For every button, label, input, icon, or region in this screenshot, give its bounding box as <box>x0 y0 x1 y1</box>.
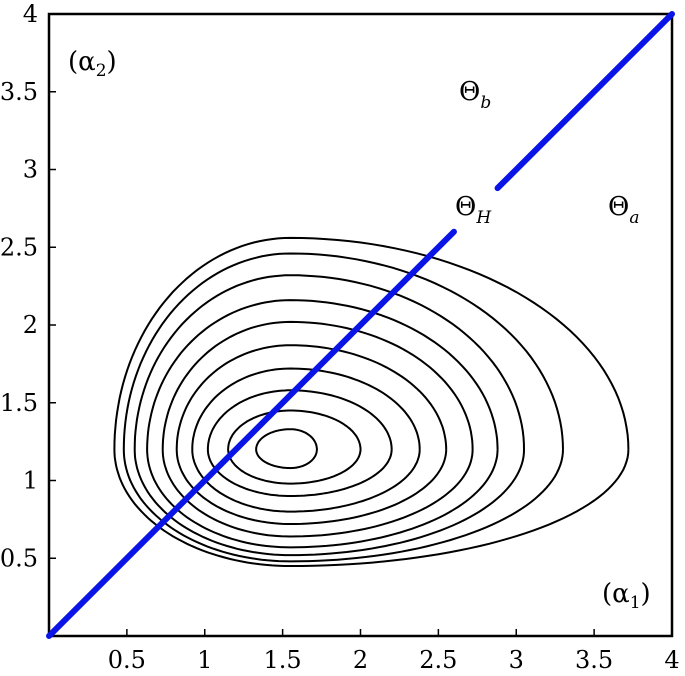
y-tick-label: 3.5 <box>0 78 38 106</box>
contour-level <box>161 320 474 538</box>
alpha2-sub: 2 <box>96 61 107 81</box>
theta-h-sub: H <box>475 208 492 228</box>
contour-level <box>191 367 421 513</box>
x-tick-label: 3 <box>509 646 524 674</box>
theta-h-base: Θ <box>455 192 476 222</box>
y-tick-label: 1 <box>23 467 38 495</box>
contour-level <box>146 299 499 549</box>
x-tick-label: 1.5 <box>264 646 302 674</box>
alpha1-annotation: (α1) <box>602 579 651 613</box>
x-tick-label: 2.5 <box>419 646 457 674</box>
y-tick-label: 2.5 <box>0 233 38 261</box>
diagonal-segment <box>46 228 457 639</box>
theta-b-annotation: Θb <box>459 77 491 113</box>
alpha1-sub: 1 <box>630 593 641 613</box>
contour-level <box>175 344 448 525</box>
x-tick-label: 1 <box>197 646 212 674</box>
contour-level <box>255 428 318 470</box>
diagonal-line <box>46 11 675 639</box>
theta-b-sub: b <box>480 93 491 113</box>
y-tick-label: 0.5 <box>0 544 38 572</box>
x-tick-label: 2 <box>353 646 368 674</box>
theta-a-base: Θ <box>608 192 629 222</box>
theta-a-sub: a <box>629 208 639 228</box>
contour-level <box>206 389 393 497</box>
x-tick-label: 4 <box>664 646 679 674</box>
alpha1-end: ) <box>641 579 651 609</box>
theta-b-base: Θ <box>459 77 480 107</box>
alpha1-base: (α <box>602 579 630 609</box>
theta-h-annotation: ΘH <box>455 192 492 228</box>
y-tick-label: 2 <box>23 311 38 339</box>
theta-a-annotation: Θa <box>608 192 639 228</box>
diagonal-segment <box>494 11 675 192</box>
contour-level <box>133 274 525 557</box>
alpha2-base: (α <box>68 47 96 77</box>
contour-level <box>113 236 630 567</box>
contour-lines <box>113 236 630 567</box>
alpha2-end: ) <box>107 47 117 77</box>
y-tick-label: 3 <box>23 156 38 184</box>
x-tick-label: 3.5 <box>575 646 613 674</box>
y-tick-label: 1.5 <box>0 389 38 417</box>
y-tick-label: 4 <box>23 0 38 28</box>
contour-level <box>122 252 564 563</box>
contour-level <box>227 409 362 485</box>
alpha2-annotation: (α2) <box>68 47 117 81</box>
x-tick-label: 0.5 <box>108 646 146 674</box>
